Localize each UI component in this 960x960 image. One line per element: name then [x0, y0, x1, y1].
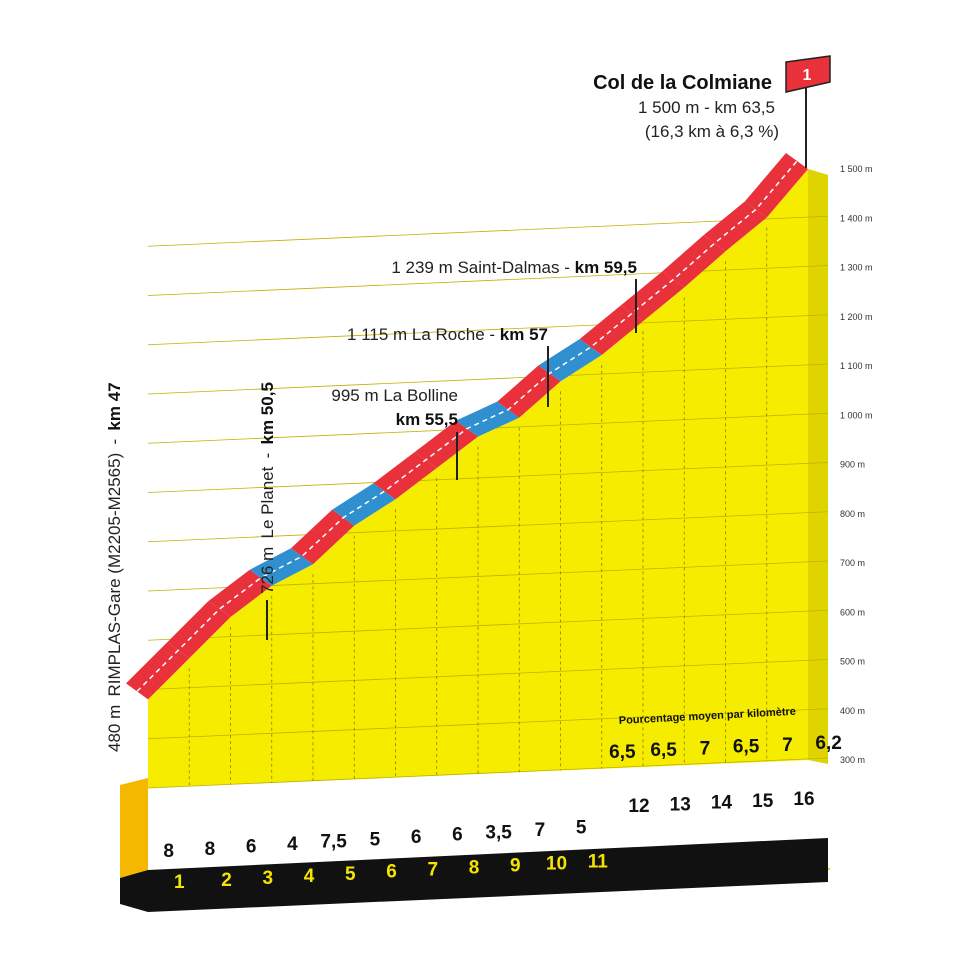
- y-tick-label: 1 400 m: [840, 213, 873, 223]
- summit-line2: 1 500 m - km 63,5: [638, 98, 775, 117]
- y-tick-label: 500 m: [840, 657, 865, 667]
- y-tick-label: 1 100 m: [840, 361, 873, 371]
- gridline-1200: [147, 314, 829, 346]
- y-tick-label: 900 m: [840, 460, 865, 470]
- bolline-km: km 55,5: [396, 410, 458, 429]
- gradient-label-km-11: 5: [576, 818, 587, 839]
- dalmas-km: km 59,5: [575, 258, 637, 277]
- category-flag-label: 1: [803, 67, 812, 84]
- km-label-12: 12: [628, 796, 649, 817]
- profile-front-face: [120, 778, 148, 882]
- gradient-label-km-16: 7: [782, 735, 793, 756]
- planet-km: km 50,5: [258, 382, 277, 444]
- gradient-label-km-3: 6: [246, 836, 257, 857]
- gradient-label-km-14: 7: [700, 738, 711, 759]
- km-label-1: 1: [174, 872, 185, 893]
- gridline-1100: [147, 363, 829, 395]
- km-strip-black: [120, 838, 828, 912]
- gridline-900: [147, 462, 829, 493]
- start-name: RIMPLAS-Gare (M2205-M2565): [105, 453, 124, 697]
- gradient-label-km-13: 6,5: [650, 740, 677, 761]
- climb-center-dashline: [136, 160, 798, 692]
- y-tick-label: 400 m: [840, 706, 865, 716]
- gradient-label-km-9: 3,5: [485, 822, 512, 843]
- km-label-5: 5: [345, 864, 356, 885]
- gradient-label-km-12: 6,5: [609, 742, 636, 763]
- start-sep: -: [105, 439, 124, 445]
- gradient-label-km-7: 6: [411, 827, 422, 848]
- climb-segment-km-9: [456, 401, 520, 437]
- km-label-3: 3: [262, 868, 273, 889]
- y-tick-label: 700 m: [840, 558, 865, 568]
- km-label-10: 10: [546, 854, 567, 875]
- gridline-500: [147, 659, 829, 690]
- planet-sep: -: [258, 453, 277, 459]
- climb-segment-km-2: [167, 601, 231, 659]
- gradient-label-km-17: 6,2: [815, 733, 841, 754]
- dalmas-text: 1 239 m Saint-Dalmas -: [391, 258, 574, 277]
- start-label: 480 m RIMPLAS-Gare (M2205-M2565) - km 47: [105, 382, 124, 752]
- km-label-9: 9: [510, 856, 521, 877]
- y-tick-label: 1 000 m: [840, 410, 873, 420]
- category-flag-icon: [785, 55, 831, 93]
- dalmas-label: 1 239 m Saint-Dalmas - km 59,5: [391, 258, 637, 277]
- profile-area: [148, 169, 828, 788]
- gridline-600: [147, 609, 829, 641]
- gradient-label-km-2: 8: [205, 839, 216, 860]
- summit-line3: (16,3 km à 6,3 %): [645, 122, 779, 141]
- gradient-label-km-15: 6,5: [733, 737, 760, 758]
- start-alt: 480 m: [105, 705, 124, 752]
- y-tick-label: 800 m: [840, 509, 865, 519]
- gradient-label-km-1: 8: [163, 841, 174, 862]
- km-label-4: 4: [304, 866, 315, 887]
- gridline-300: [147, 757, 829, 789]
- bolline-line1: 995 m La Bolline: [331, 386, 458, 405]
- y-tick-label: 1 200 m: [840, 312, 873, 322]
- km-label-7: 7: [427, 860, 438, 881]
- climb-segment-km-6: [332, 483, 396, 526]
- y-tick-label: 1 500 m: [840, 164, 873, 174]
- gridline-800: [147, 511, 829, 543]
- roche-km: km 57: [500, 325, 548, 344]
- y-tick-label: 1 300 m: [840, 263, 873, 273]
- km-label-6: 6: [386, 862, 397, 883]
- gradient-label-km-4: 4: [287, 834, 298, 855]
- gradient-label-km-10: 7: [535, 820, 546, 841]
- summit-name: Col de la Colmiane: [593, 72, 772, 94]
- roche-label: 1 115 m La Roche - km 57: [347, 325, 548, 344]
- gridline-400: [147, 708, 829, 740]
- start-km: km 47: [105, 382, 124, 430]
- gridline-1400: [147, 215, 829, 247]
- km-label-14: 14: [711, 793, 733, 814]
- km-label-16: 16: [793, 789, 814, 810]
- km-label-15: 15: [752, 791, 774, 812]
- planet-name: Le Planet: [258, 466, 277, 538]
- roche-text: 1 115 m La Roche -: [347, 325, 500, 344]
- profile-right-face: [808, 169, 828, 764]
- km-label-11: 11: [588, 851, 609, 872]
- km-label-8: 8: [469, 858, 480, 879]
- gradient-label-km-8: 6: [452, 825, 463, 846]
- km-label-2: 2: [221, 870, 232, 891]
- gradient-label-km-6: 5: [370, 829, 381, 850]
- km-label-13: 13: [670, 794, 691, 815]
- gridline-1300: [147, 265, 829, 296]
- y-tick-label: 300 m: [840, 755, 865, 765]
- planet-alt: 726 m: [258, 547, 277, 594]
- y-tick-label: 600 m: [840, 607, 865, 617]
- planet-label: 726 m Le Planet - km 50,5: [258, 382, 277, 594]
- gradient-label-km-5: 7,5: [320, 832, 347, 853]
